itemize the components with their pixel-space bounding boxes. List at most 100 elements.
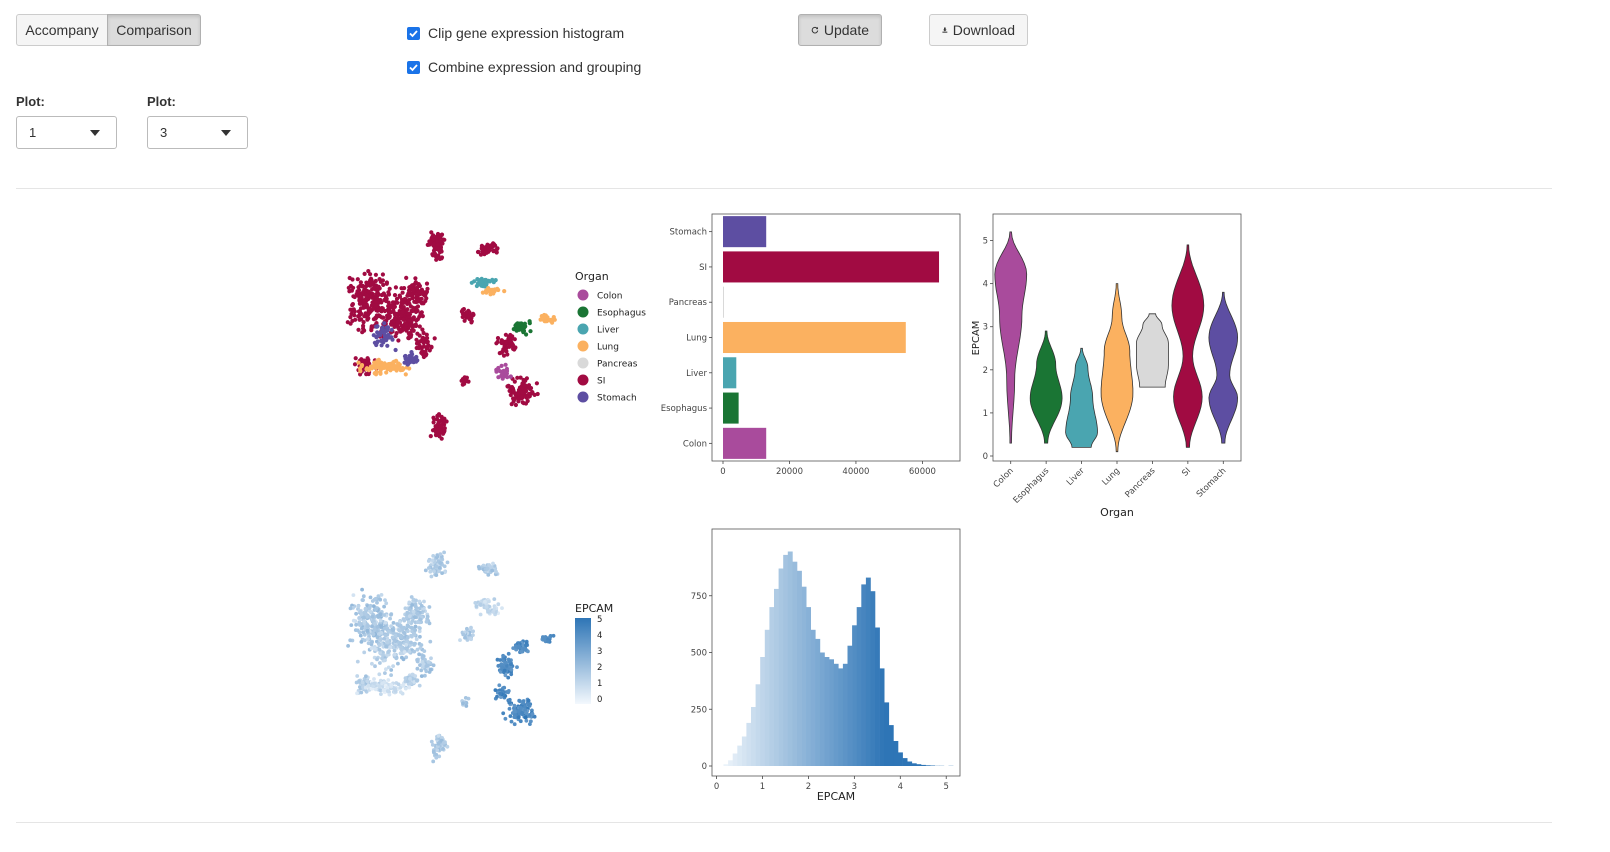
plot-selector-2[interactable]: 3 — [147, 116, 248, 149]
accompany-tab[interactable]: Accompany — [16, 14, 108, 46]
umap-expression-point — [501, 686, 505, 690]
umap-point — [406, 298, 411, 303]
combine-option[interactable]: Combine expression and grouping — [407, 59, 641, 75]
histogram-bar — [741, 736, 747, 766]
umap-expression-point — [416, 620, 420, 625]
histogram-bar — [847, 645, 853, 766]
umap-point — [401, 305, 406, 310]
umap-point — [386, 363, 391, 368]
clip-histogram-checkbox[interactable] — [407, 26, 420, 40]
umap-point — [410, 355, 415, 361]
umap-expression-point — [356, 604, 361, 609]
umap-expression-point — [429, 739, 434, 744]
umap-expression-point — [405, 623, 410, 628]
violin-ylabel: EPCAM — [971, 321, 982, 356]
umap-expression-point — [435, 748, 440, 753]
umap-expression-point — [507, 700, 512, 705]
umap-expression-point — [365, 628, 370, 633]
umap-point — [357, 301, 362, 306]
umap-point — [401, 300, 406, 305]
umap-point — [500, 339, 505, 344]
legend-label-colon: Colon — [597, 292, 623, 302]
umap-point — [414, 318, 419, 323]
update-button[interactable]: Update — [798, 14, 882, 46]
umap-point — [512, 337, 517, 342]
violin-xtick-label: Stomach — [1195, 466, 1229, 500]
combine-label: Combine expression and grouping — [428, 59, 642, 75]
histogram-bar — [810, 629, 816, 766]
umap-expression-point — [385, 640, 390, 645]
histogram-bar — [829, 659, 834, 766]
umap-point — [404, 322, 409, 327]
legend-swatch-lung — [577, 340, 589, 352]
umap-expression-point — [384, 667, 388, 672]
umap-point — [535, 391, 540, 397]
umap-expression-point — [404, 615, 409, 620]
umap-expression-point — [385, 689, 390, 693]
umap-expression-point — [519, 649, 524, 654]
comparison-tab[interactable]: Comparison — [107, 14, 201, 46]
umap-expression-point — [391, 645, 395, 650]
umap-point — [466, 313, 471, 318]
umap-point — [376, 284, 381, 289]
umap-point — [362, 303, 368, 308]
umap-expression-point — [372, 681, 377, 686]
umap-expression-point — [440, 736, 444, 740]
umap-point — [520, 400, 525, 405]
umap-point — [390, 366, 395, 371]
histogram-bar — [787, 551, 793, 766]
umap-expression-point — [382, 613, 386, 617]
expression-legend-tick: 1 — [597, 679, 602, 689]
umap-expression-point — [357, 616, 362, 620]
combine-checkbox[interactable] — [407, 60, 420, 74]
checkmark-icon — [409, 29, 418, 37]
histogram-ytick-label: 500 — [691, 649, 707, 659]
umap-point — [394, 296, 400, 301]
umap-point — [516, 399, 521, 404]
umap-point — [348, 315, 353, 320]
umap-expression-point — [397, 629, 402, 633]
histogram-bar — [806, 607, 811, 766]
umap-expression-point — [432, 569, 436, 574]
umap-point — [414, 292, 419, 297]
histogram-xtick-label: 4 — [898, 782, 903, 792]
umap-expression-point — [369, 640, 374, 645]
plot-selector-2-label: Plot: — [147, 94, 176, 109]
umap-point — [426, 343, 431, 348]
umap-point — [380, 278, 385, 283]
bar-ytick-label: Pancreas — [669, 298, 708, 308]
umap-expression-point — [354, 622, 358, 627]
umap-organ-points — [345, 230, 557, 441]
umap-expression-point — [359, 626, 364, 631]
plot-selector-1[interactable]: 1 — [16, 116, 117, 149]
umap-expression-point — [412, 649, 417, 654]
umap-expression-point — [370, 614, 375, 619]
umap-point — [359, 363, 365, 368]
umap-point — [403, 356, 408, 361]
umap-point — [469, 315, 474, 320]
clip-histogram-option[interactable]: Clip gene expression histogram — [407, 25, 624, 41]
umap-point — [414, 341, 420, 346]
histogram-bar — [898, 752, 903, 766]
umap-expression-point — [431, 554, 436, 558]
histogram-bar — [838, 668, 844, 766]
umap-point — [365, 356, 370, 361]
bar-colon — [723, 427, 767, 459]
umap-expression-point — [423, 673, 427, 678]
umap-point — [413, 308, 418, 313]
legend-label-stomach: Stomach — [597, 394, 637, 404]
plot-selector-1-value: 1 — [29, 125, 37, 140]
umap-expression-point — [348, 638, 353, 643]
umap-expression-point — [359, 640, 364, 644]
umap-expression-point — [382, 636, 387, 641]
download-button[interactable]: Download — [929, 14, 1028, 46]
umap-expression-point — [365, 614, 369, 619]
umap-expression-point — [543, 635, 547, 640]
umap-point — [353, 356, 358, 361]
umap-expression-point — [425, 617, 430, 621]
umap-point — [384, 281, 389, 286]
umap-point — [356, 293, 361, 298]
umap-expression-point — [384, 601, 389, 606]
umap-point — [421, 289, 426, 294]
bar-marks: Stomach SI Pancreas Lung Liver Esophagus Colon… — [661, 216, 940, 477]
